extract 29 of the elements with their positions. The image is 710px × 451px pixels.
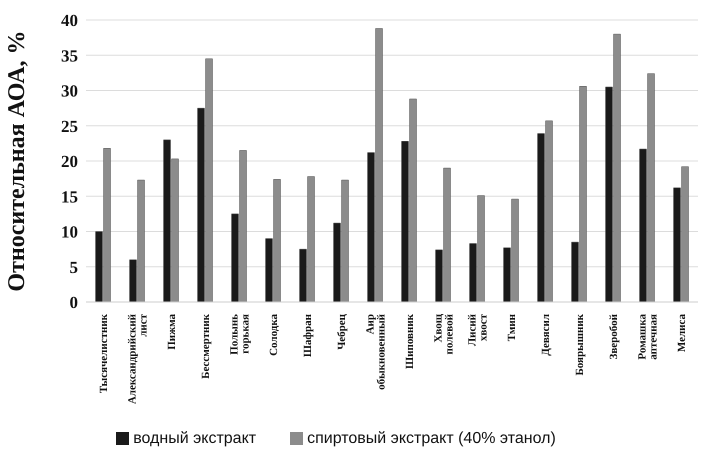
x-tick-label: Шиповник xyxy=(404,313,416,369)
x-tick-label: Александрийский лист xyxy=(126,313,150,404)
y-tick-label: 35 xyxy=(61,46,78,66)
x-tick-label: Бессмертник xyxy=(200,313,212,379)
x-tick-label: Тысячелистник xyxy=(98,313,110,394)
x-tick-label: Хвощ полевой xyxy=(432,313,456,354)
x-tick-label: Ромашка аптечная xyxy=(636,314,660,360)
y-tick-label: 0 xyxy=(70,293,78,312)
x-tick-label: Пижма xyxy=(166,314,178,350)
x-tick-label: Боярышник xyxy=(574,313,586,376)
y-tick-label: 25 xyxy=(61,116,78,136)
x-tick-label: Шафран xyxy=(302,313,314,358)
y-axis-title: Относительная АОА, % xyxy=(4,30,30,292)
x-tick-label: Тмин xyxy=(506,313,518,342)
y-tick-label: 5 xyxy=(70,258,78,277)
y-tick-label: 20 xyxy=(61,152,78,172)
y-tick-label: 15 xyxy=(61,187,78,206)
x-tick-label: Чебрец xyxy=(336,313,348,350)
x-tick-label: Солодка xyxy=(268,314,280,356)
y-tick-label: 30 xyxy=(61,82,78,101)
x-tick-label: Зверобой xyxy=(608,313,620,360)
x-tick-label: Девясил xyxy=(540,314,552,356)
x-tick-label: Мелиса xyxy=(676,314,688,352)
y-tick-label: 10 xyxy=(61,222,78,242)
y-tick-label: 40 xyxy=(61,11,78,30)
x-tick-label: Полынь горькая xyxy=(228,314,252,355)
legend-label: спиртовый экстракт (40% этанол) xyxy=(307,430,556,447)
legend-label: водный экстракт xyxy=(133,430,256,447)
x-tick-label: Аир обыкновенный xyxy=(364,313,388,390)
